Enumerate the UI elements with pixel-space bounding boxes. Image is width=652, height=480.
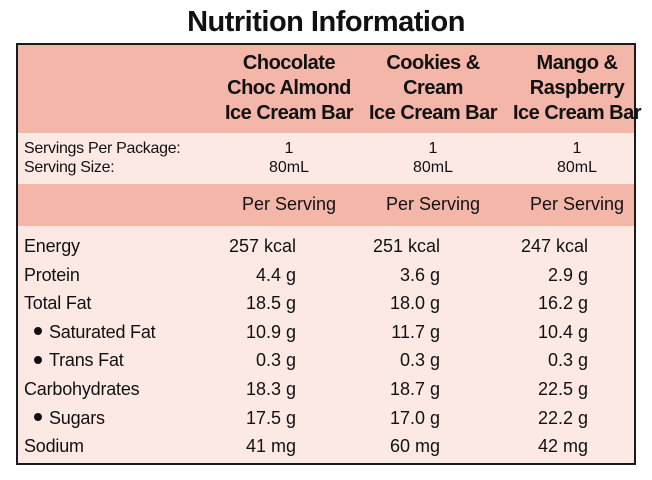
product-name-line: Choc Almond xyxy=(227,77,351,99)
nutrient-value: 0.3 g xyxy=(255,350,296,371)
nutrient-value: 16.2 g xyxy=(537,293,588,314)
nutrient-value: 42 mg xyxy=(537,436,588,457)
product-header-band: Chocolate Choc Almond Ice Cream Bar Cook… xyxy=(18,45,642,135)
nutrient-value: 18.3 g xyxy=(245,379,296,399)
nutrient-value: 10.4 g xyxy=(537,321,588,342)
nutrient-value: 17.5 g xyxy=(245,407,296,428)
bullet-icon xyxy=(34,355,42,364)
product-name-line: Ice Cream Bar xyxy=(368,102,498,124)
nutrient-name-text: Energy xyxy=(24,236,80,256)
nutrient-value: 60 mg xyxy=(389,436,440,457)
product-name-line: Ice Cream Bar xyxy=(224,102,354,124)
product-name-2: Cookies & Cream Ice Cream Bar xyxy=(358,51,508,126)
nutrient-name: Carbohydrates xyxy=(24,378,140,400)
per-serving-label: Per Serving xyxy=(385,194,481,214)
nutrient-value: 2.9 g xyxy=(547,264,588,285)
nutrient-value: 18.5 g xyxy=(245,293,296,314)
nutrient-name: Trans Fat xyxy=(34,349,124,371)
product-name-line: Cookies & xyxy=(386,52,480,74)
nutrient-row: Sodium 41 mg 60 mg 42 mg xyxy=(18,432,634,461)
nutrient-name-text: Sodium xyxy=(24,436,84,457)
nutrient-name: Protein xyxy=(24,264,80,286)
nutrient-value: 0.3 g xyxy=(399,350,440,371)
nutrient-name-text: Sugars xyxy=(49,407,105,428)
product-name-1: Chocolate Choc Almond Ice Cream Bar xyxy=(214,51,364,126)
nutrient-value: 4.4 g xyxy=(255,264,296,285)
nutrient-value: 247 kcal xyxy=(520,236,588,256)
servings-per-package-value: 1 xyxy=(572,140,582,157)
product-name-line: Cream xyxy=(403,77,463,99)
servings-band: Servings Per Package: Serving Size: 1 1 … xyxy=(18,133,634,186)
nutrient-rows: Energy 257 kcal 251 kcal 247 kcal Protein 4.4… xyxy=(18,226,634,463)
nutrient-name: Sodium xyxy=(24,435,84,457)
per-serving-band: Per Serving Per Serving Per Serving xyxy=(18,184,634,228)
nutrition-table: Chocolate Choc Almond Ice Cream Bar Cook… xyxy=(16,43,642,465)
nutrient-name: Total Fat xyxy=(24,292,91,314)
nutrient-row: Saturated Fat 10.9 g 11.7 g 10.4 g xyxy=(18,318,634,347)
nutrient-value: 0.3 g xyxy=(547,350,588,371)
nutrient-value: 11.7 g xyxy=(391,321,440,342)
nutrient-name-text: Protein xyxy=(24,264,80,285)
product-name-line: Chocolate xyxy=(242,52,336,74)
per-serving-label: Per Serving xyxy=(241,194,337,214)
nutrient-row: Sugars 17.5 g 17.0 g 22.2 g xyxy=(18,404,634,433)
nutrient-value: 22.2 g xyxy=(537,407,588,428)
product-name-line: Mango & xyxy=(536,52,618,74)
nutrient-name: Sugars xyxy=(34,407,105,429)
nutrient-row: Total Fat 18.5 g 18.0 g 16.2 g xyxy=(18,289,634,318)
nutrient-value: 41 mg xyxy=(245,436,296,457)
nutrient-row: Carbohydrates 18.3 g 18.7 g 22.5 g xyxy=(18,375,634,404)
nutrient-value: 17.0 g xyxy=(389,407,440,428)
nutrient-value: 22.5 g xyxy=(537,379,588,399)
servings-per-package-label: Servings Per Package: xyxy=(24,140,181,157)
nutrient-name-text: Trans Fat xyxy=(49,350,124,371)
product-name-line: Ice Cream Bar xyxy=(512,102,642,124)
nutrient-name: Saturated Fat xyxy=(34,321,156,343)
nutrient-name-text: Total Fat xyxy=(24,293,92,314)
nutrient-name-text: Saturated Fat xyxy=(49,321,156,342)
serving-size-value: 80mL xyxy=(268,159,310,176)
nutrient-row: Protein 4.4 g 3.6 g 2.9 g xyxy=(18,261,634,290)
per-serving-label: Per Serving xyxy=(529,194,625,214)
nutrient-value: 257 kcal xyxy=(228,236,296,256)
bullet-icon xyxy=(34,327,42,336)
nutrient-value: 10.9 g xyxy=(245,321,296,342)
servings-per-package-value: 1 xyxy=(428,140,438,157)
nutrient-row: Energy 257 kcal 251 kcal 247 kcal xyxy=(18,232,634,261)
product-name-3: Mango & Raspberry Ice Cream Bar xyxy=(502,51,652,126)
nutrient-name-text: Carbohydrates xyxy=(24,379,140,399)
servings-per-package-value: 1 xyxy=(284,140,294,157)
nutrient-row: Trans Fat 0.3 g 0.3 g 0.3 g xyxy=(18,346,634,375)
serving-size-value: 80mL xyxy=(412,159,454,176)
product-name-line: Raspberry xyxy=(529,77,625,99)
page-title: Nutrition Information xyxy=(187,6,465,38)
bullet-icon xyxy=(34,412,42,421)
nutrient-value: 18.0 g xyxy=(389,293,440,314)
nutrient-name: Energy xyxy=(24,235,80,257)
nutrient-value: 3.6 g xyxy=(399,264,440,285)
serving-size-label: Serving Size: xyxy=(24,159,115,176)
nutrient-value: 251 kcal xyxy=(372,236,440,256)
serving-size-value: 80mL xyxy=(556,159,598,176)
nutrient-value: 18.7 g xyxy=(389,379,440,399)
